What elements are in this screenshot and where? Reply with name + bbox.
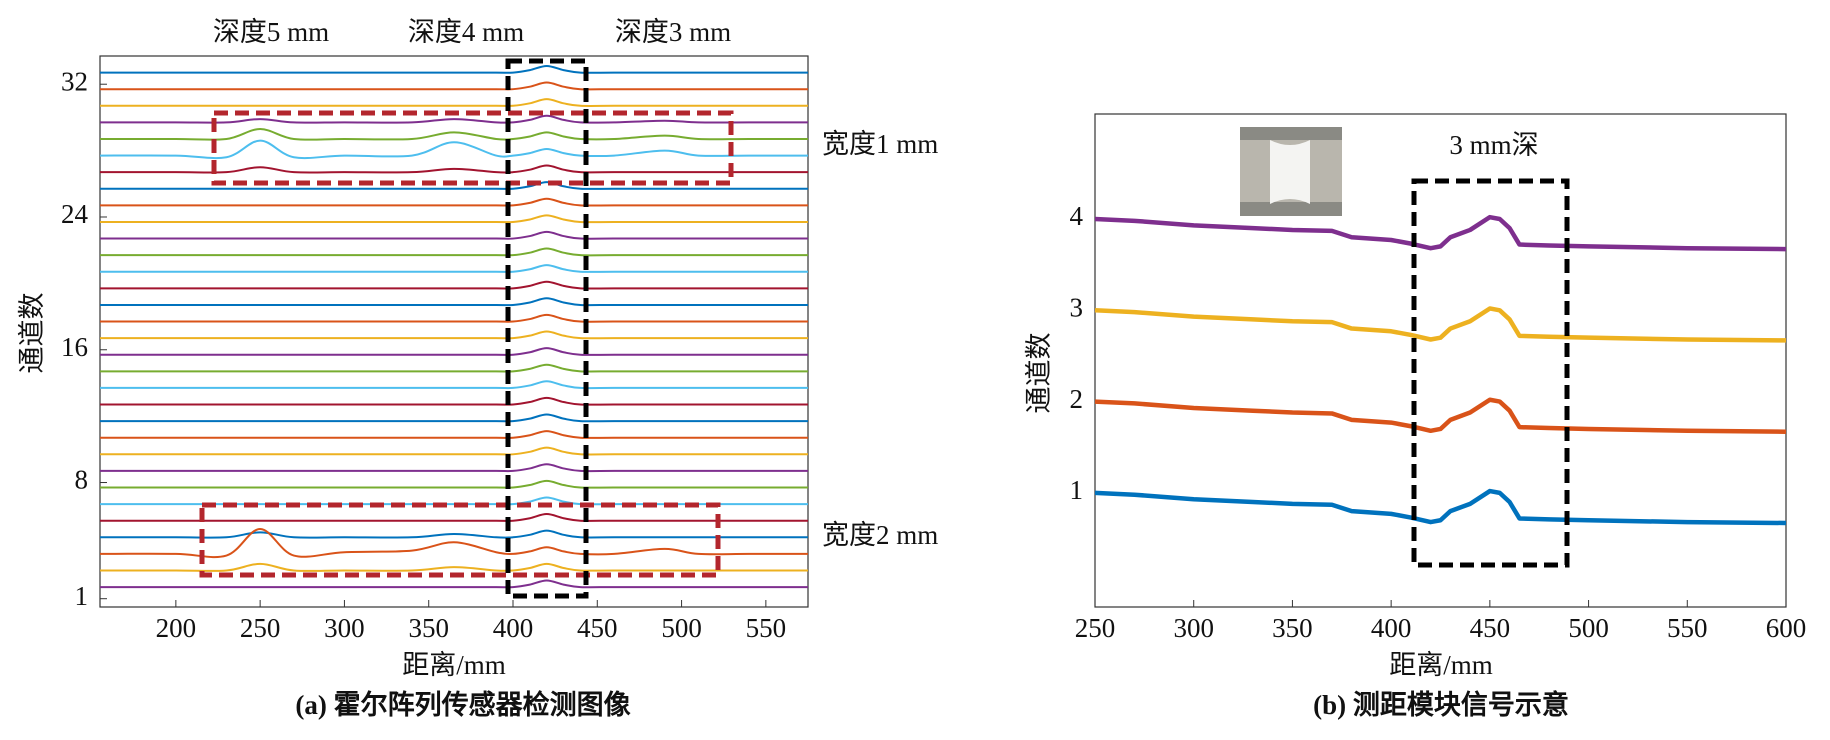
x-tick-label: 450 xyxy=(577,613,618,643)
annotation: 深度5 mm xyxy=(213,17,329,47)
signal-line xyxy=(99,313,808,323)
x-tick-label: 550 xyxy=(746,613,787,643)
x-tick-label: 450 xyxy=(1470,613,1511,643)
x-tick-label: 350 xyxy=(1272,613,1313,643)
black-box xyxy=(1411,178,1570,568)
inset-photo xyxy=(1240,127,1342,216)
signal-line xyxy=(100,297,808,307)
y-tick-label: 1 xyxy=(1070,475,1084,505)
signal-line xyxy=(100,128,808,141)
y-tick-label: 8 xyxy=(75,465,89,495)
signal-line xyxy=(100,181,808,190)
x-axis-label: 距离/mm xyxy=(402,650,506,680)
x-tick-label: 550 xyxy=(1667,613,1708,643)
caption: (b) 测距模块信号示意 xyxy=(1313,689,1569,720)
signal-line xyxy=(100,396,808,406)
signal-line xyxy=(100,264,808,273)
signal-line xyxy=(100,214,808,224)
signal-line xyxy=(100,513,808,522)
y-axis-label: 通道数 xyxy=(17,293,47,374)
signal-line xyxy=(100,81,808,91)
signal-line xyxy=(100,463,808,473)
signal-line xyxy=(100,230,808,240)
x-tick-label: 400 xyxy=(1371,613,1412,643)
signal-line xyxy=(100,114,808,124)
x-tick-label: 250 xyxy=(240,613,281,643)
y-tick-label: 24 xyxy=(61,199,89,229)
highlight-boxes xyxy=(199,58,1570,599)
x-tick-label: 400 xyxy=(493,613,534,643)
y-tick-label: 1 xyxy=(75,581,89,611)
x-tick-label: 500 xyxy=(661,613,702,643)
y-tick-label: 16 xyxy=(61,332,88,362)
signal-line xyxy=(1094,306,1787,343)
chart-panel: 250 300 350 400 450 500 550 600 1 2 3 4 xyxy=(1070,113,1807,643)
red-box xyxy=(199,502,721,578)
annotation: 深度3 mm xyxy=(615,17,731,47)
signal-line xyxy=(100,430,808,439)
signal-line xyxy=(99,363,808,373)
signal-line xyxy=(100,529,808,539)
x-tick-label: 350 xyxy=(408,613,449,643)
y-tick-label: 2 xyxy=(1070,384,1084,414)
plot-frame xyxy=(1094,113,1787,608)
signal-line xyxy=(99,347,808,356)
y-axis-label: 通道数 xyxy=(1024,333,1054,414)
red-box xyxy=(211,110,734,186)
annotation: 3 mm深 xyxy=(1449,130,1538,160)
signal-line xyxy=(99,247,808,257)
plot-frame xyxy=(99,55,809,608)
x-tick-label: 300 xyxy=(1173,613,1214,643)
signal-line xyxy=(100,64,808,74)
signal-line xyxy=(99,197,808,207)
x-axis-label: 距离/mm xyxy=(1389,650,1493,680)
signal-line xyxy=(100,280,808,290)
signal-line xyxy=(99,413,808,423)
y-tick-label: 3 xyxy=(1070,292,1084,322)
x-tick-label: 300 xyxy=(324,613,365,643)
signal-line xyxy=(99,579,808,589)
x-tick-label: 200 xyxy=(156,613,197,643)
signal-line xyxy=(100,446,808,456)
signal-line xyxy=(1094,397,1787,434)
x-tick-label: 500 xyxy=(1568,613,1609,643)
signal-line xyxy=(99,98,808,107)
chart-panel: 200 250 300 350 400 450 500 550 1 8 16 24 32 xyxy=(61,55,809,643)
signal-line xyxy=(99,528,808,559)
photo-sleeve xyxy=(1270,140,1310,204)
y-tick-label: 4 xyxy=(1070,201,1084,231)
y-tick-label: 32 xyxy=(61,66,88,96)
signal-line xyxy=(100,380,808,390)
black-box xyxy=(505,58,589,599)
annotation: 宽度2 mm xyxy=(822,520,938,550)
signal-line xyxy=(99,139,808,160)
x-tick-label: 600 xyxy=(1766,613,1807,643)
signal-line xyxy=(99,479,808,489)
caption: (a) 霍尔阵列传感器检测图像 xyxy=(295,689,630,720)
annotation: 深度4 mm xyxy=(408,17,524,47)
signal-line xyxy=(99,562,808,572)
signal-line xyxy=(1094,214,1787,252)
signal-line xyxy=(100,330,808,340)
signal-line xyxy=(1094,488,1787,526)
signal-line xyxy=(100,164,808,174)
x-tick-label: 250 xyxy=(1075,613,1116,643)
annotation: 宽度1 mm xyxy=(822,129,938,159)
